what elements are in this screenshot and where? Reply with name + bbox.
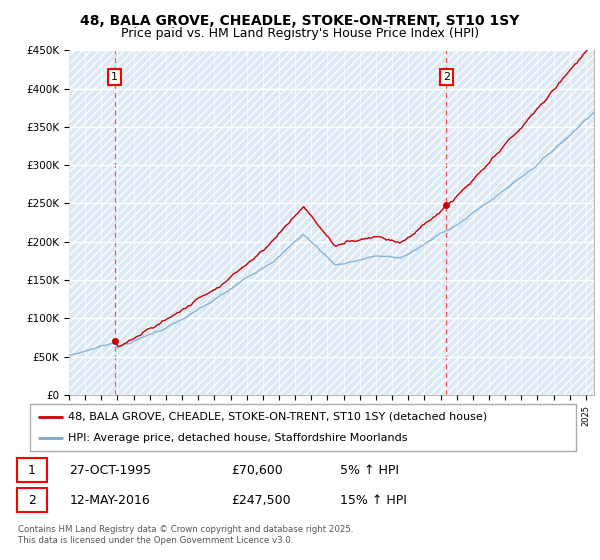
FancyBboxPatch shape <box>17 488 47 512</box>
Text: £247,500: £247,500 <box>231 494 290 507</box>
Text: 2: 2 <box>443 72 450 82</box>
Text: 48, BALA GROVE, CHEADLE, STOKE-ON-TRENT, ST10 1SY: 48, BALA GROVE, CHEADLE, STOKE-ON-TRENT,… <box>80 14 520 28</box>
Text: HPI: Average price, detached house, Staffordshire Moorlands: HPI: Average price, detached house, Staf… <box>68 433 408 444</box>
Text: 15% ↑ HPI: 15% ↑ HPI <box>340 494 407 507</box>
Bar <box>69 50 594 395</box>
FancyBboxPatch shape <box>17 458 47 482</box>
Text: 2: 2 <box>28 494 35 507</box>
Text: 48, BALA GROVE, CHEADLE, STOKE-ON-TRENT, ST10 1SY (detached house): 48, BALA GROVE, CHEADLE, STOKE-ON-TRENT,… <box>68 412 487 422</box>
Text: Price paid vs. HM Land Registry's House Price Index (HPI): Price paid vs. HM Land Registry's House … <box>121 27 479 40</box>
Text: Contains HM Land Registry data © Crown copyright and database right 2025.
This d: Contains HM Land Registry data © Crown c… <box>18 525 353 545</box>
Text: 12-MAY-2016: 12-MAY-2016 <box>70 494 151 507</box>
Text: 27-OCT-1995: 27-OCT-1995 <box>70 464 152 477</box>
FancyBboxPatch shape <box>30 404 576 451</box>
Text: 1: 1 <box>28 464 35 477</box>
Text: 1: 1 <box>111 72 118 82</box>
Text: £70,600: £70,600 <box>231 464 283 477</box>
Text: 5% ↑ HPI: 5% ↑ HPI <box>340 464 400 477</box>
